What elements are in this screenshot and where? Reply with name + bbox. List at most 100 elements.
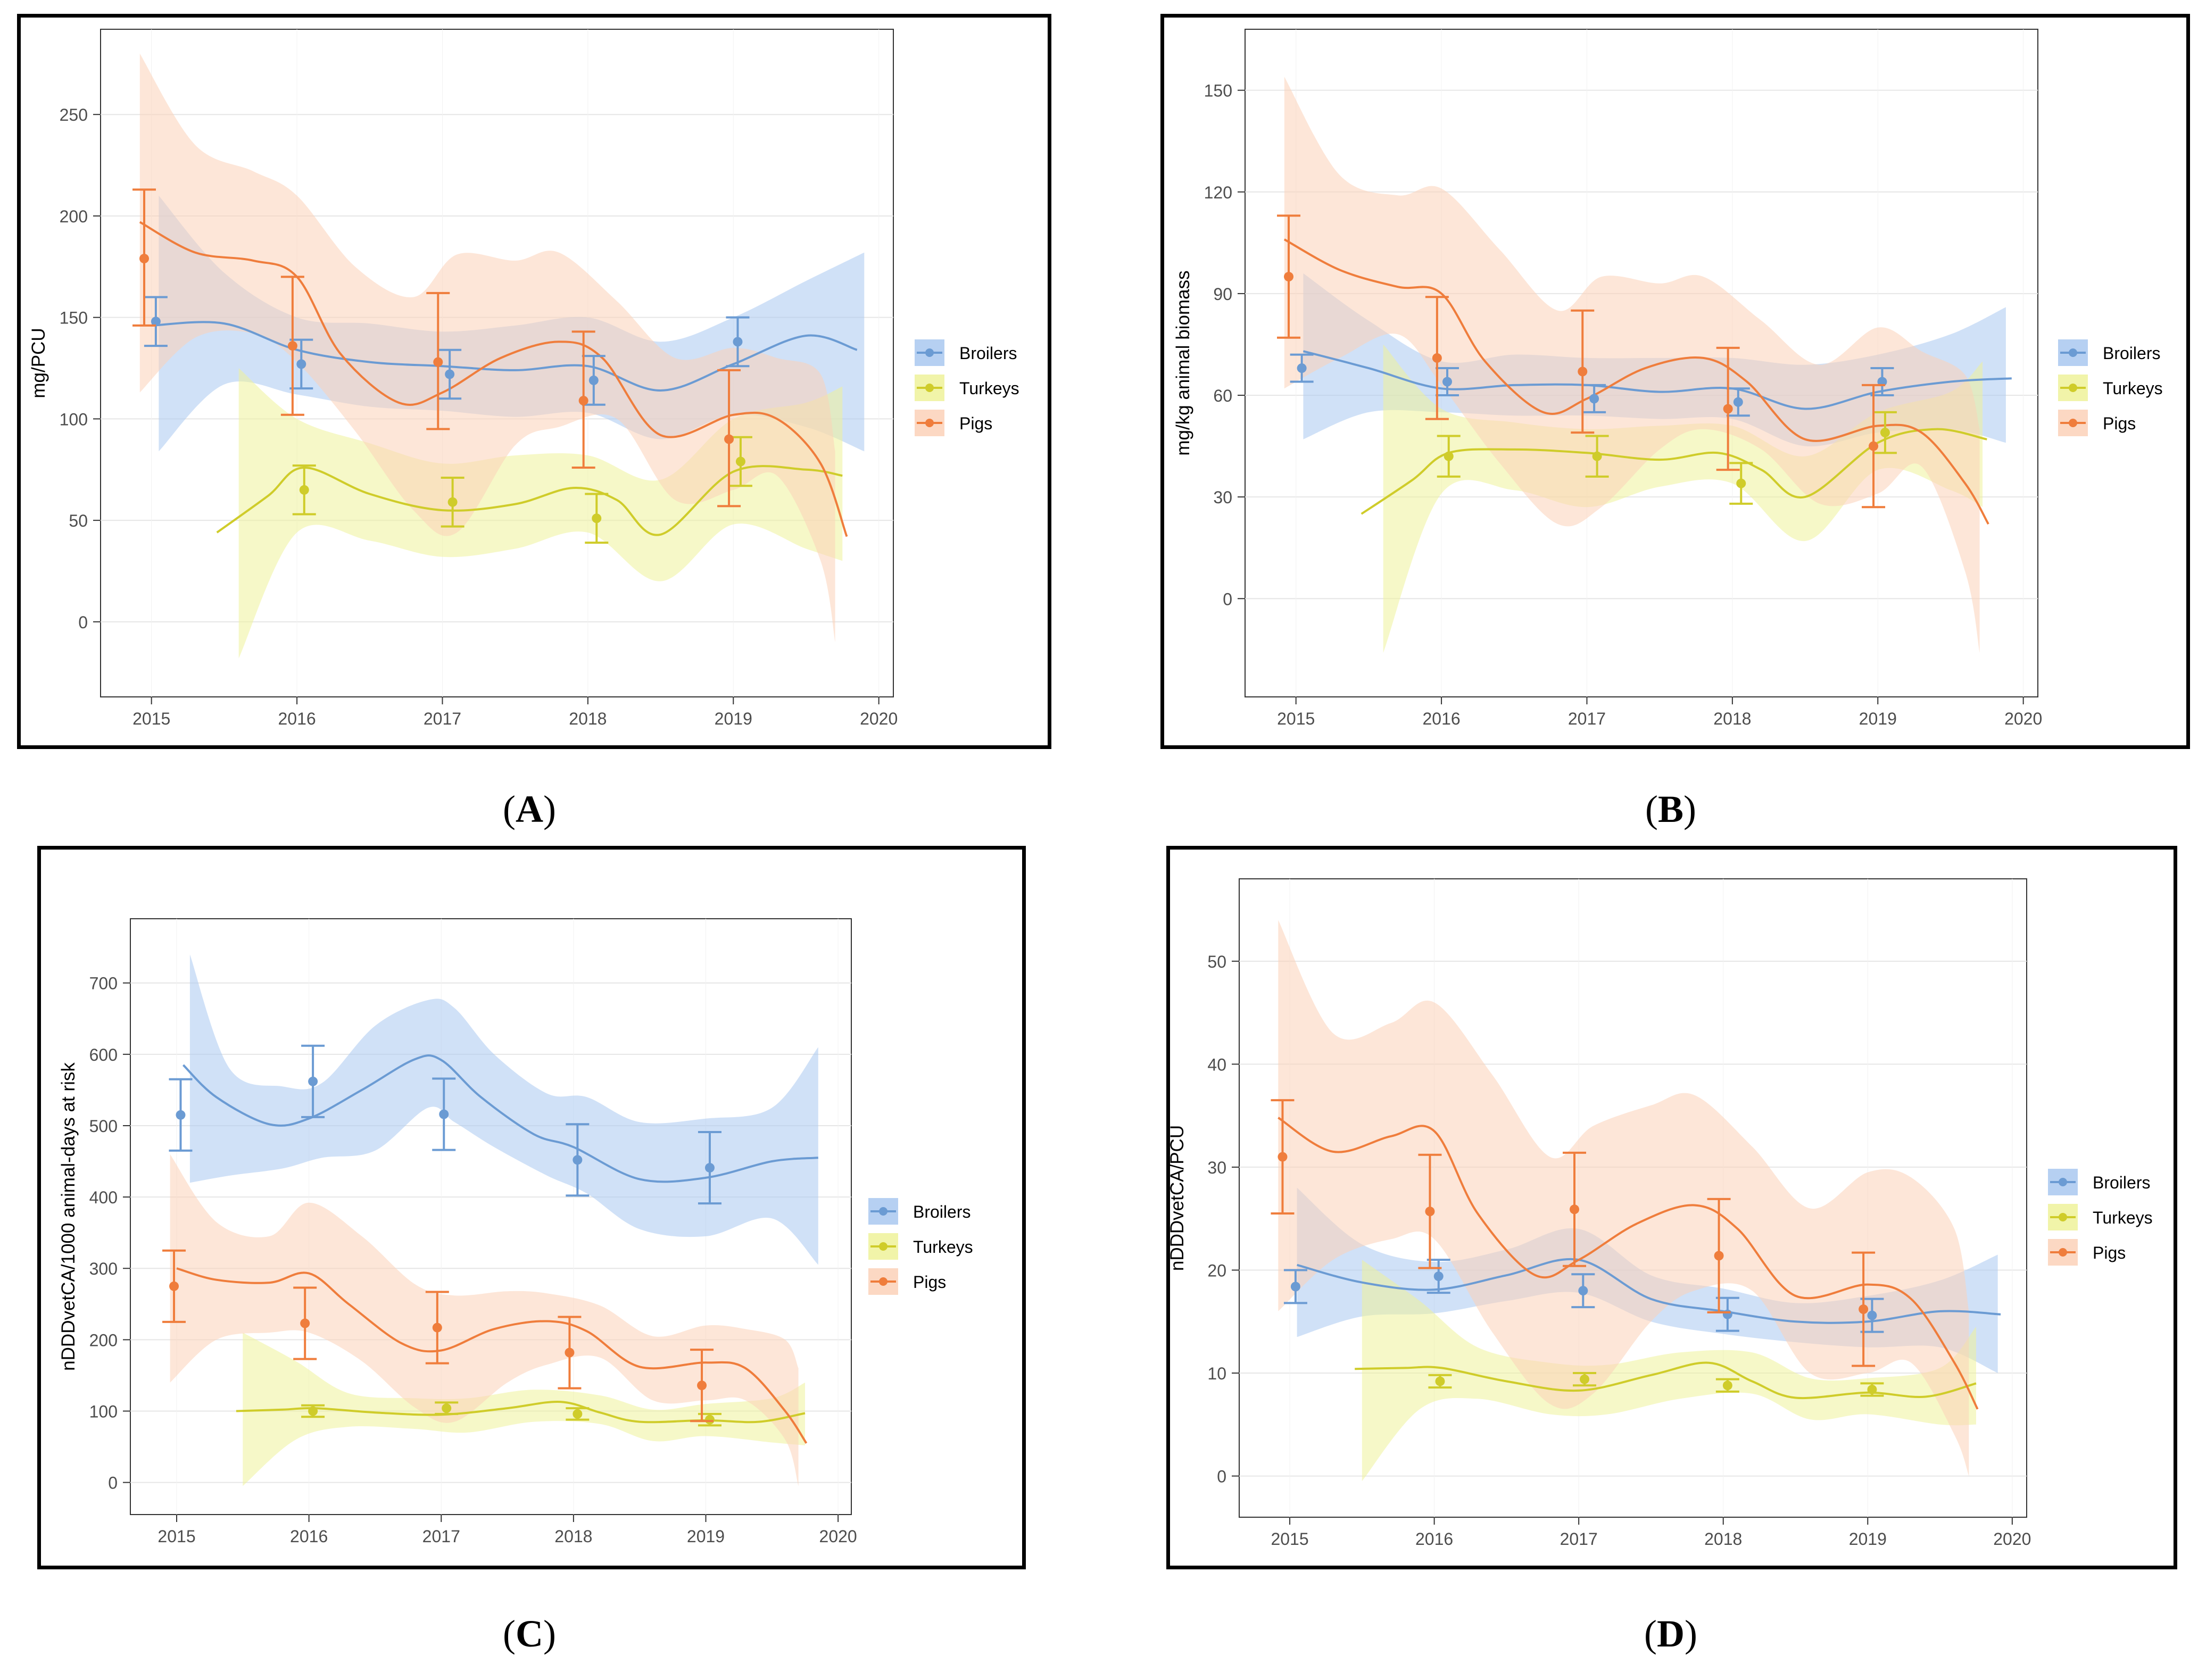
data-point: [433, 357, 443, 367]
data-point: [1570, 1204, 1580, 1215]
y-axis-label-a: mg/PCU: [28, 328, 49, 398]
data-point: [1592, 451, 1602, 461]
legend-point: [2059, 1178, 2067, 1186]
trend-line-broilers-b: [1303, 350, 2012, 410]
data-point: [704, 1163, 715, 1173]
x-tick-label-b: 2018: [1713, 709, 1751, 728]
data-point: [300, 1318, 310, 1328]
x-tick-label-b: 2019: [1859, 709, 1897, 728]
data-point: [592, 513, 602, 523]
confidence-band-pigs-c: [170, 1154, 799, 1486]
chart-panel-c: 0 100 200 300 400 500 600 700 2015 2016 2017 2018 20…: [37, 846, 1026, 1569]
data-point: [447, 497, 458, 507]
data-point: [1432, 353, 1442, 363]
x-tick-label-b: 2020: [2004, 709, 2042, 728]
legend-b: Broilers Turkeys Pigs: [2058, 339, 2163, 436]
y-tick-label-d: 30: [1207, 1158, 1226, 1177]
data-point: [1444, 451, 1454, 461]
data-point: [578, 396, 588, 406]
x-tick-label-a: 2020: [860, 709, 898, 728]
data-point: [697, 1380, 707, 1391]
x-tick-label-c: 2015: [157, 1527, 195, 1546]
data-point: [1589, 394, 1599, 404]
data-point: [1578, 367, 1588, 377]
data-point: [1733, 397, 1743, 407]
points-broilers-a: [144, 296, 750, 406]
y-tick-label-d: 0: [1217, 1467, 1226, 1486]
x-tick-label-a: 2016: [278, 709, 316, 728]
y-tick-label-b: 150: [1204, 81, 1232, 101]
legend-label-broilers: Broilers: [2093, 1173, 2150, 1192]
data-point: [1284, 272, 1294, 282]
legend-point: [879, 1242, 888, 1251]
legend-label-turkeys: Turkeys: [2093, 1208, 2153, 1227]
data-point: [1442, 377, 1453, 387]
y-tick-label-b: 60: [1213, 386, 1232, 405]
chart-a-svg: 0 50 100 150 200 250 2015 2016 2017 2018 2019 2020 m…: [28, 29, 1019, 728]
data-point: [733, 337, 743, 347]
y-tick-label-b: 90: [1213, 285, 1232, 304]
data-point: [1433, 1271, 1444, 1282]
legend-label-pigs: Pigs: [913, 1273, 946, 1292]
trend-line-broilers-c: [183, 1054, 818, 1183]
x-tick-label-d: 2018: [1704, 1529, 1742, 1549]
legend-label-broilers: Broilers: [959, 344, 1017, 363]
y-tick-label-a: 150: [60, 309, 88, 328]
legend-d: Broilers Turkeys Pigs: [2048, 1169, 2153, 1266]
points-pigs-c: [162, 1249, 714, 1423]
data-point: [1880, 428, 1890, 438]
y-tick-label-a: 250: [60, 105, 88, 124]
points-broilers-b: [1290, 353, 1894, 417]
y-tick-label-a: 100: [60, 410, 88, 429]
y-tick-label-d: 50: [1207, 952, 1226, 971]
legend-label-broilers: Broilers: [2103, 344, 2160, 363]
panel-label-b: (B): [1645, 788, 1696, 830]
chart-panel-a: 0 50 100 150 200 250 2015 2016 2017 2018 2019 2020 m…: [17, 14, 1051, 749]
legend-point: [925, 384, 934, 392]
legend-point: [2059, 1248, 2067, 1257]
panel-label-c: (C): [503, 1612, 556, 1655]
data-point: [308, 1406, 318, 1416]
legend-c: Broilers Turkeys Pigs: [868, 1198, 973, 1295]
y-tick-label-c: 100: [89, 1402, 118, 1421]
legend-label-broilers: Broilers: [913, 1202, 971, 1221]
data-point: [1859, 1304, 1869, 1315]
data-point: [1580, 1374, 1590, 1384]
x-tick-label-c: 2019: [687, 1527, 725, 1546]
y-axis-label-c: nDDDvetCA/1000 animal-days at risk: [58, 1062, 79, 1371]
legend-point: [2059, 1213, 2067, 1221]
y-tick-label-c: 0: [108, 1474, 118, 1493]
panel-label-d: (D): [1644, 1612, 1697, 1655]
y-axis-label-b: mg/kg animal biomass: [1173, 270, 1193, 455]
y-tick-label-b: 120: [1204, 183, 1232, 202]
legend-label-turkeys: Turkeys: [913, 1237, 973, 1257]
y-tick-label-c: 500: [89, 1117, 118, 1136]
trend-line-broilers-d: [1297, 1258, 2001, 1324]
legend-label-turkeys: Turkeys: [2103, 379, 2163, 398]
x-tick-label-a: 2017: [424, 709, 461, 728]
data-point: [439, 1109, 449, 1119]
x-tick-label-c: 2020: [819, 1527, 857, 1546]
chart-panel-b: 0 30 60 90 120 150 2015 2016 2017 2018 2019 2020 mg/…: [1160, 14, 2190, 749]
x-tick-label-a: 2015: [132, 709, 170, 728]
data-point: [1435, 1376, 1445, 1386]
legend-label-pigs: Pigs: [2093, 1243, 2126, 1262]
data-point: [432, 1323, 442, 1333]
legend-point: [2069, 348, 2077, 357]
y-tick-label-c: 200: [89, 1330, 118, 1350]
points-broilers-c: [169, 1044, 721, 1205]
y-tick-label-d: 40: [1207, 1055, 1226, 1074]
data-point: [1297, 363, 1307, 373]
x-tick-label-b: 2017: [1568, 709, 1606, 728]
data-point: [1578, 1286, 1588, 1296]
legend-a: Broilers Turkeys Pigs: [915, 339, 1019, 436]
y-tick-label-c: 600: [89, 1045, 118, 1064]
points-pigs-b: [1277, 214, 1886, 509]
confidence-band-pigs-b: [1284, 77, 1980, 653]
y-tick-label-c: 400: [89, 1188, 118, 1207]
points-turkeys-c: [301, 1401, 721, 1427]
data-point: [169, 1281, 179, 1291]
points-turkeys-b: [1437, 411, 1897, 505]
legend-point: [925, 419, 934, 427]
data-point: [1425, 1207, 1435, 1217]
